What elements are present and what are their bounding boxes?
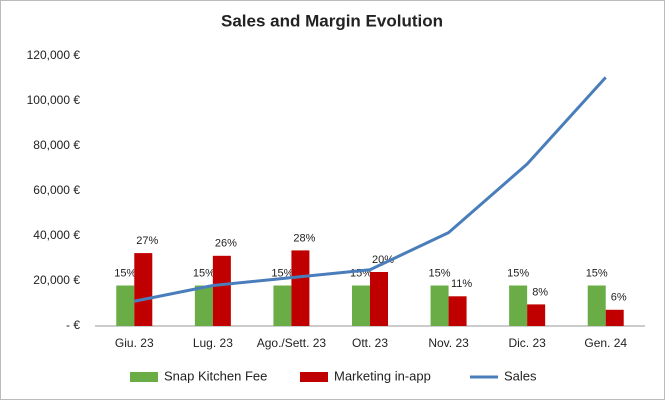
bar (448, 296, 467, 326)
bar (116, 285, 135, 326)
x-tick-label: Ott. 23 (352, 336, 388, 350)
bar (352, 285, 370, 326)
legend-label: Sales (504, 368, 537, 383)
value-label: 11% (451, 278, 472, 290)
bar (509, 285, 528, 326)
bar (194, 285, 213, 326)
x-tick-label: Lug. 23 (193, 336, 233, 350)
legend-label: Marketing in-app (334, 368, 431, 383)
x-tick-label: Nov. 23 (428, 336, 469, 350)
chart-title: Sales and Margin Evolution (221, 11, 443, 30)
y-tick-label: 80,000 € (33, 138, 80, 152)
y-tick-label: 40,000 € (33, 228, 80, 242)
legend-label: Snap Kitchen Fee (164, 368, 267, 383)
bar (134, 253, 153, 326)
bar (587, 285, 606, 326)
x-tick-label: Dic. 23 (508, 336, 546, 350)
value-label: 26% (215, 238, 237, 250)
x-tick-label: Giu. 23 (115, 336, 154, 350)
value-label: 15% (271, 267, 293, 279)
bar (527, 304, 546, 326)
y-tick-label: 100,000 € (27, 93, 81, 107)
value-label: 15% (586, 267, 608, 279)
y-tick-label: 60,000 € (33, 183, 80, 197)
value-label: 27% (136, 235, 158, 247)
value-label: 28% (293, 232, 315, 244)
legend-swatch (130, 372, 158, 382)
value-label: 20% (372, 254, 394, 266)
value-label: 15% (429, 267, 451, 279)
bar (212, 255, 231, 326)
bar (273, 285, 292, 326)
y-tick-label: 20,000 € (33, 273, 80, 287)
y-tick-label: - € (66, 318, 80, 332)
value-label: 15% (114, 267, 136, 279)
bar (605, 309, 624, 326)
x-tick-label: Gen. 24 (584, 336, 627, 350)
line (133, 76, 607, 303)
value-label: 6% (611, 292, 627, 304)
legend-swatch (300, 372, 328, 382)
y-tick-label: 120,000 € (27, 48, 81, 62)
value-label: 15% (507, 267, 529, 279)
value-label: 8% (532, 286, 548, 298)
bar (430, 285, 449, 326)
x-tick-label: Ago./Sett. 23 (257, 336, 327, 350)
value-label: 15% (193, 267, 215, 279)
bar (370, 272, 388, 326)
bar (291, 250, 310, 326)
